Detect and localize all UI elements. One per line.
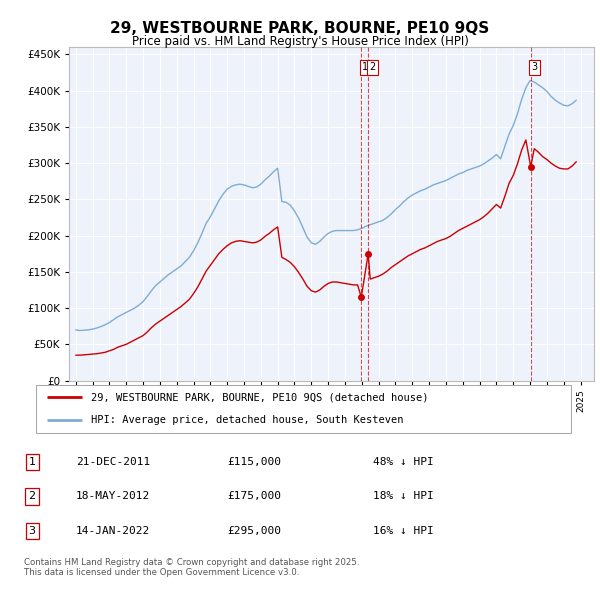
Text: 14-JAN-2022: 14-JAN-2022 — [76, 526, 150, 536]
Text: 48% ↓ HPI: 48% ↓ HPI — [373, 457, 434, 467]
Text: £295,000: £295,000 — [227, 526, 281, 536]
Text: 18% ↓ HPI: 18% ↓ HPI — [373, 491, 434, 502]
Text: Price paid vs. HM Land Registry's House Price Index (HPI): Price paid vs. HM Land Registry's House … — [131, 35, 469, 48]
Text: 2: 2 — [369, 63, 375, 73]
Text: 18-MAY-2012: 18-MAY-2012 — [76, 491, 150, 502]
Text: HPI: Average price, detached house, South Kesteven: HPI: Average price, detached house, Sout… — [91, 415, 403, 425]
Text: 1: 1 — [362, 63, 368, 73]
Text: 2: 2 — [29, 491, 36, 502]
Text: Contains HM Land Registry data © Crown copyright and database right 2025.
This d: Contains HM Land Registry data © Crown c… — [24, 558, 359, 577]
Text: 21-DEC-2011: 21-DEC-2011 — [76, 457, 150, 467]
Text: 1: 1 — [29, 457, 35, 467]
Text: 16% ↓ HPI: 16% ↓ HPI — [373, 526, 434, 536]
Text: 29, WESTBOURNE PARK, BOURNE, PE10 9QS (detached house): 29, WESTBOURNE PARK, BOURNE, PE10 9QS (d… — [91, 392, 428, 402]
Text: £115,000: £115,000 — [227, 457, 281, 467]
Text: 3: 3 — [532, 63, 538, 73]
Text: £175,000: £175,000 — [227, 491, 281, 502]
Text: 29, WESTBOURNE PARK, BOURNE, PE10 9QS: 29, WESTBOURNE PARK, BOURNE, PE10 9QS — [110, 21, 490, 35]
Text: 3: 3 — [29, 526, 35, 536]
